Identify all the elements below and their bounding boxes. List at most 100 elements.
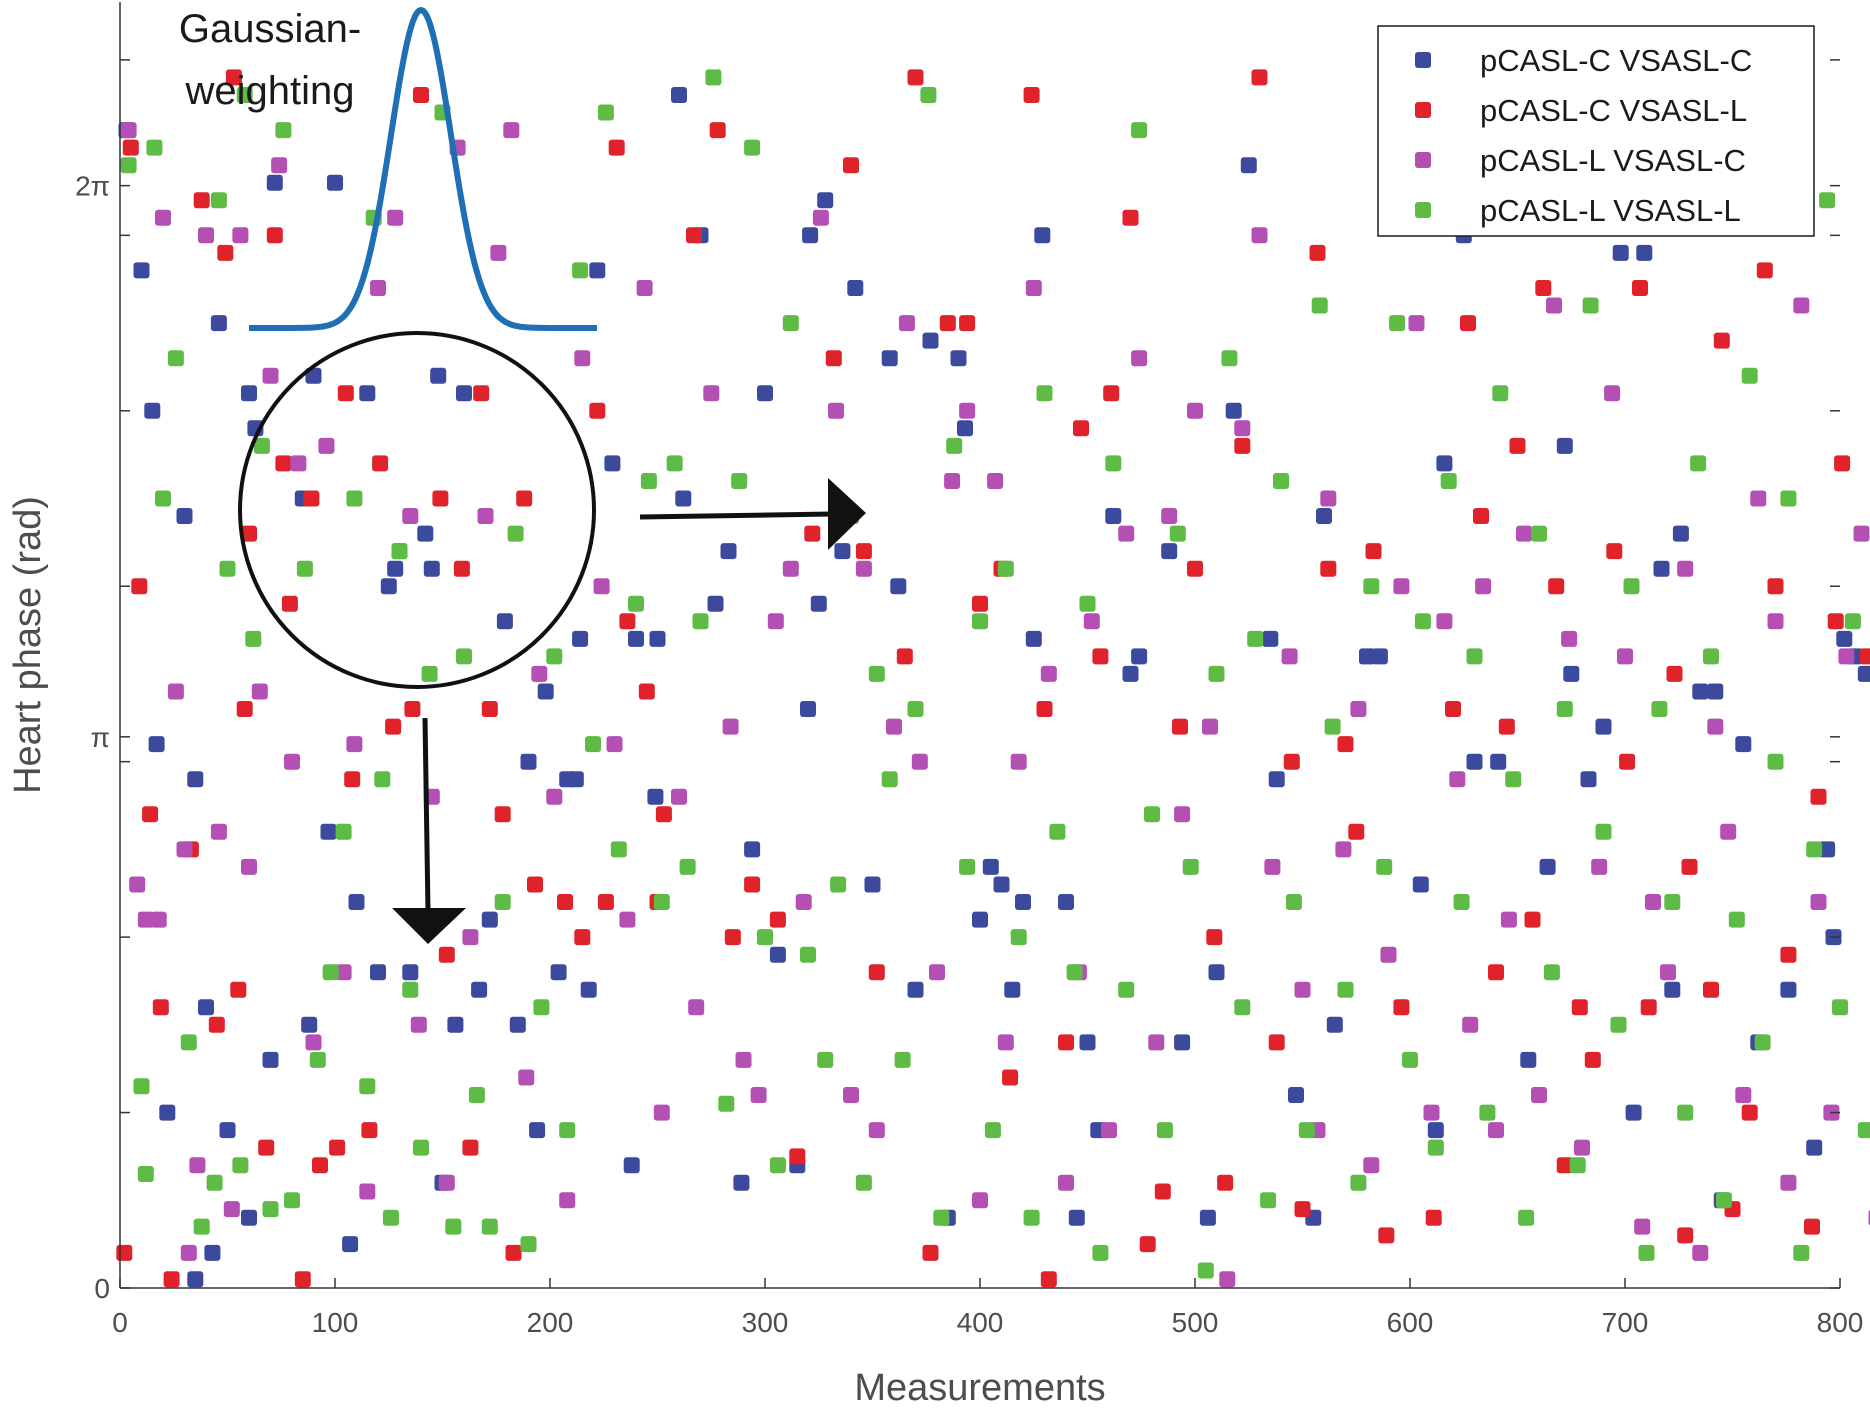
data-point: [810, 595, 827, 612]
y-axis-ticks: 0 π 2π: [75, 59, 1840, 1304]
data-point: [1606, 543, 1623, 560]
data-point: [146, 139, 163, 156]
x-axis-label: Measurements: [854, 1367, 1105, 1409]
data-point: [597, 104, 614, 121]
data-point: [1524, 911, 1541, 928]
data-point: [1509, 437, 1526, 454]
data-point: [1023, 1209, 1040, 1226]
data-point: [1010, 929, 1027, 946]
data-point: [133, 262, 150, 279]
data-point: [1427, 1139, 1444, 1156]
data-point: [1535, 280, 1552, 296]
data-point: [421, 665, 438, 682]
data-point: [122, 139, 139, 156]
data-point: [271, 157, 288, 174]
data-point: [155, 209, 171, 226]
data-point: [1806, 841, 1823, 858]
annotation-text-line1: Gaussian-: [179, 7, 361, 51]
data-point: [1505, 771, 1522, 788]
data-point: [481, 1218, 498, 1235]
data-point: [1283, 753, 1300, 770]
data-point: [509, 1016, 526, 1033]
data-point: [533, 999, 550, 1016]
data-point: [1412, 876, 1429, 893]
data-point: [262, 1201, 279, 1218]
data-point: [417, 525, 434, 542]
data-point: [972, 613, 988, 630]
data-point: [1500, 911, 1517, 928]
data-point: [1636, 244, 1653, 261]
data-point: [1460, 315, 1476, 332]
data-point: [997, 1034, 1014, 1051]
data-point: [608, 139, 625, 156]
data-point: [1389, 315, 1406, 332]
data-point: [1844, 613, 1861, 630]
data-point: [370, 964, 386, 981]
y-tick-label: π: [91, 722, 110, 753]
data-point: [1208, 665, 1225, 682]
data-point: [610, 841, 627, 858]
data-point: [828, 402, 844, 419]
data-point: [251, 683, 268, 700]
data-point: [131, 578, 148, 595]
data-point: [881, 350, 898, 367]
legend-marker: [1415, 102, 1431, 118]
data-point: [210, 192, 227, 209]
data-point: [294, 1271, 311, 1288]
data-point: [1202, 718, 1218, 735]
data-point: [769, 1157, 786, 1174]
x-tick-label: 0: [112, 1307, 128, 1338]
data-point: [574, 350, 591, 367]
data-point: [193, 1218, 210, 1235]
data-point: [1268, 771, 1285, 788]
data-point: [1324, 718, 1341, 735]
data-point: [1591, 858, 1608, 875]
data-point: [559, 1192, 576, 1209]
data-point: [1260, 1192, 1277, 1209]
data-point: [503, 122, 520, 139]
data-point: [855, 560, 872, 577]
data-point: [802, 227, 819, 244]
data-point: [1197, 1262, 1214, 1279]
data-point: [206, 1174, 223, 1191]
data-point: [572, 262, 589, 279]
data-point: [817, 192, 834, 209]
data-point: [1010, 753, 1027, 770]
data-point: [896, 648, 913, 665]
data-point: [133, 1078, 150, 1095]
data-point: [1122, 209, 1139, 226]
annotation-text-line2: weighting: [184, 69, 354, 113]
series-3-points: [120, 122, 1870, 1288]
data-point: [557, 894, 573, 910]
data-point: [387, 560, 404, 577]
data-point: [1625, 1104, 1642, 1121]
data-point: [518, 1069, 535, 1086]
data-point: [724, 929, 741, 946]
data-point: [868, 964, 885, 981]
data-point: [1040, 1271, 1057, 1288]
data-point: [159, 1104, 176, 1121]
data-point: [1827, 613, 1844, 630]
data-point: [404, 701, 421, 717]
data-point: [782, 315, 799, 332]
data-point: [722, 718, 739, 735]
data-point: [167, 350, 184, 367]
data-point: [855, 543, 872, 560]
data-point: [1025, 630, 1042, 647]
data-point: [198, 999, 214, 1016]
legend-label: pCASL-C VSASL-L: [1480, 93, 1747, 128]
data-point: [671, 87, 687, 103]
data-point: [593, 578, 610, 595]
data-point: [638, 683, 655, 700]
data-point: [1174, 1034, 1191, 1051]
data-point: [303, 490, 320, 507]
data-point: [825, 350, 842, 367]
data-point: [640, 473, 657, 489]
data-point: [189, 1157, 206, 1174]
data-point: [619, 613, 636, 630]
data-point: [984, 1122, 1001, 1139]
data-point: [456, 648, 472, 665]
data-point: [959, 315, 976, 332]
data-point: [1780, 490, 1797, 507]
data-point: [1692, 1244, 1709, 1261]
